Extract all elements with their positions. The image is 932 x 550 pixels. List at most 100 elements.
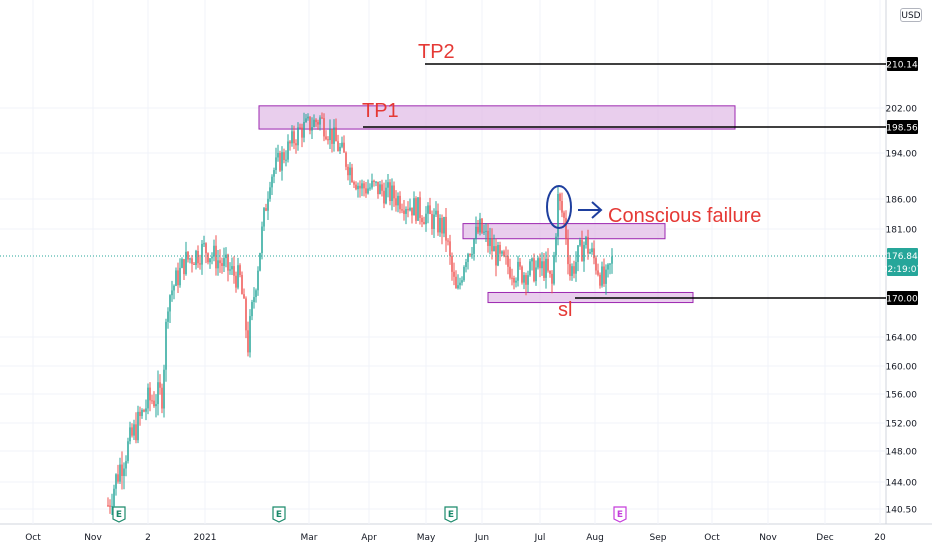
candle-body <box>323 118 325 137</box>
candle-body <box>289 141 291 144</box>
candle-body <box>427 205 429 214</box>
candle-body <box>241 275 243 295</box>
candle-body <box>333 127 335 144</box>
earnings-marker-label: E <box>276 510 282 520</box>
candle-body <box>393 185 395 199</box>
candle-body <box>541 261 543 269</box>
candle-body <box>469 254 471 256</box>
candle-body <box>437 210 439 233</box>
candle-body <box>567 238 569 265</box>
candle-body <box>441 217 443 234</box>
price-line-label: 170.00 <box>886 295 918 305</box>
candle-body <box>549 270 551 274</box>
candle-body <box>337 141 339 151</box>
time-axis[interactable]: Oct Nov 2 2021 Mar Apr May Jun Jul Aug Sep Oct Nov De… <box>25 533 886 543</box>
price-line-label-bg <box>887 120 918 134</box>
candle-body <box>595 258 597 271</box>
candle-body <box>457 285 459 289</box>
candle-body <box>291 131 293 144</box>
candle-body <box>493 246 495 252</box>
time-tick-label: Oct <box>704 533 720 543</box>
candle-body <box>525 275 527 285</box>
candle-body <box>433 214 435 229</box>
candle-body <box>341 142 343 147</box>
price-tick-label: 140.50 <box>886 506 918 516</box>
candle-body <box>163 369 165 409</box>
price-axis[interactable]: 202.00 194.00 186.00 181.00 164.00 160.00 156.… <box>882 9 922 516</box>
price-tick-label: 156.00 <box>886 391 918 401</box>
candle-body <box>471 253 473 256</box>
candle-body <box>269 187 271 199</box>
candle-body <box>189 258 191 260</box>
tp2-label: TP2 <box>418 41 455 63</box>
candle-body <box>419 197 421 218</box>
earnings-marker-icon <box>112 506 126 523</box>
candle-body <box>417 197 419 221</box>
candle-body <box>185 251 187 275</box>
candle-body <box>181 259 183 268</box>
candle-body <box>205 243 207 254</box>
earnings-marker-icon <box>613 506 627 523</box>
annotations: TP2 TP1 sl Conscious failure <box>362 41 761 321</box>
earnings-marker-icon <box>444 506 458 523</box>
candle-body <box>331 128 333 144</box>
currency-button[interactable]: USD <box>900 8 922 22</box>
candle-body <box>223 258 225 266</box>
candle-body <box>439 217 441 233</box>
candle-body <box>585 236 587 245</box>
candle-body <box>477 226 479 233</box>
candle-body <box>369 187 371 189</box>
candle-body <box>517 261 519 281</box>
candle-body <box>599 274 601 286</box>
time-tick-label: Aug <box>586 533 604 543</box>
candle-body <box>299 127 301 129</box>
candle-body <box>121 464 123 476</box>
candle-body <box>307 116 309 119</box>
candle-body <box>203 243 205 245</box>
candle-body <box>247 330 249 353</box>
candle-body <box>345 152 347 167</box>
candle-body <box>375 181 377 183</box>
candle-body <box>587 236 589 254</box>
candle-body <box>329 128 331 141</box>
candle-body <box>321 117 323 119</box>
candle-body <box>219 260 221 264</box>
candle-body <box>261 226 263 254</box>
candle-body <box>583 244 585 262</box>
candle-body <box>177 270 179 286</box>
candle-body <box>413 198 415 216</box>
candle-body <box>605 269 607 284</box>
candle-body <box>485 230 487 232</box>
candle-body <box>243 294 245 299</box>
candle-body <box>263 208 265 227</box>
candle-body <box>119 464 121 482</box>
candle-body <box>293 131 295 144</box>
candle-body <box>143 409 145 412</box>
time-tick-label: Oct <box>25 533 41 543</box>
candle-body <box>481 218 483 233</box>
candle-body <box>385 187 387 204</box>
candle-body <box>227 254 229 271</box>
candle-body <box>579 239 581 246</box>
candle-body <box>581 239 583 262</box>
candle-body <box>559 193 561 202</box>
candle-body <box>499 245 501 254</box>
candle-body <box>267 198 269 211</box>
candle-body <box>187 251 189 260</box>
candle-body <box>253 297 255 302</box>
time-tick-label: Nov <box>759 533 777 543</box>
earnings-marker-label: E <box>448 510 454 520</box>
candle-body <box>531 258 533 262</box>
candle-body <box>285 159 287 161</box>
candle-body <box>397 195 399 206</box>
candle-body <box>561 201 563 213</box>
candle-body <box>315 119 317 123</box>
candle-body <box>245 298 247 331</box>
candle-body <box>239 265 241 276</box>
candle-body <box>473 239 475 254</box>
countdown-label: 02:19:07 <box>882 265 922 275</box>
time-tick-label: Sep <box>650 533 667 543</box>
candle-body <box>403 210 405 214</box>
